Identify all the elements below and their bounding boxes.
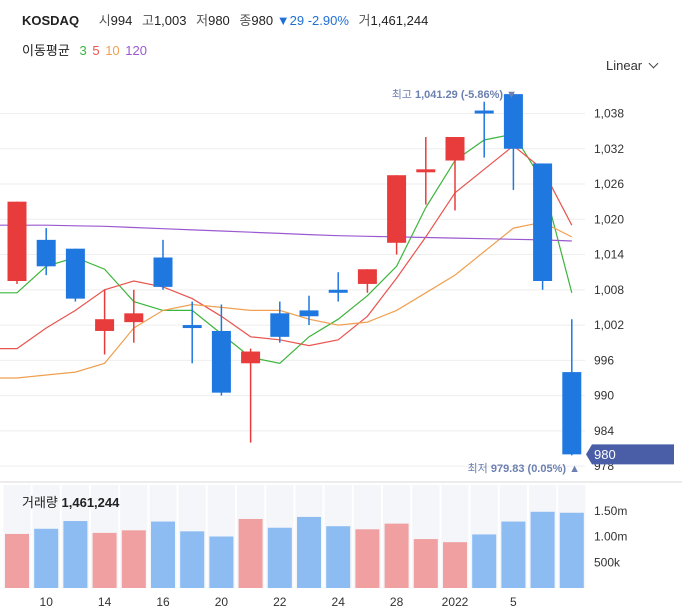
high-value: 1,003 (153, 13, 187, 28)
volume-bar (472, 534, 497, 588)
volume-tick-label: 500k (594, 555, 621, 569)
candle-body (211, 330, 231, 393)
candle-body (387, 175, 407, 243)
change-value: 29 (289, 13, 305, 28)
ma-legend-5: 5 (92, 43, 100, 58)
ma-legend-3: 3 (79, 43, 87, 58)
candle-body (299, 310, 319, 317)
price-tick-label: 1,038 (594, 107, 624, 121)
volume-panel-title: 거래량 1,461,244 (22, 495, 120, 510)
symbol-name: KOSDAQ (22, 13, 80, 28)
price-tick-label: 1,014 (594, 248, 624, 262)
candle-body (241, 351, 261, 364)
volume-tick-label: 1.00m (594, 530, 627, 544)
ma-legend-title: 이동평균 (22, 43, 70, 58)
change-percent: -2.90% (307, 13, 349, 28)
x-tick-label: 5 (510, 595, 517, 609)
price-tick-label: 984 (594, 424, 614, 438)
x-tick-label: 14 (98, 595, 112, 609)
last-price-label: 980 (594, 447, 616, 462)
x-tick-label: 10 (40, 595, 54, 609)
candle-body (328, 289, 348, 293)
open-value: 994 (110, 13, 133, 28)
volume-bar (34, 528, 59, 588)
ma-legend-120: 120 (125, 43, 147, 58)
x-tick-label: 2022 (442, 595, 469, 609)
volume-value: 1,461,244 (370, 13, 429, 28)
candle-body (533, 163, 553, 281)
volume-bar (5, 533, 29, 588)
x-tick-label: 24 (332, 595, 346, 609)
candle-body (124, 313, 144, 323)
candle-body (357, 269, 377, 284)
volume-bar (413, 539, 438, 588)
candle-body (182, 325, 202, 329)
x-tick-label: 20 (215, 595, 229, 609)
price-tick-label: 1,032 (594, 142, 624, 156)
volume-bar (238, 518, 263, 588)
price-tick-label: 996 (594, 353, 614, 367)
volume-label: 거 (358, 13, 371, 28)
candle-body (7, 201, 27, 281)
volume-bar (267, 527, 292, 588)
low-annotation: 최저 979.83 (0.05%) ▲ (468, 462, 580, 475)
volume-bar (151, 521, 175, 588)
candle-body (562, 372, 582, 455)
volume-bar (209, 536, 234, 588)
last-price-badge (586, 444, 674, 465)
volume-bar (63, 521, 88, 588)
volume-tick-label: 1.50m (594, 504, 627, 518)
price-tick-label: 990 (594, 389, 614, 403)
ma-line-3 (0, 133, 573, 364)
volume-bar (326, 526, 351, 588)
high-label: 고 (141, 13, 154, 28)
volume-bar (180, 531, 205, 588)
candle-body (95, 319, 115, 331)
price-tick-label: 1,008 (594, 283, 624, 297)
volume-bar (92, 532, 117, 588)
price-tick-label: 1,020 (594, 212, 624, 226)
candle-body (153, 257, 173, 287)
open-label: 시 (98, 13, 111, 28)
x-tick-label: 22 (273, 595, 287, 609)
low-label: 저 (196, 13, 209, 28)
x-tick-label: 16 (156, 595, 170, 609)
candle-body (445, 137, 465, 161)
ma-line-120 (0, 224, 572, 242)
volume-bar (501, 521, 526, 588)
high-annotation: 최고 1,041.29 (-5.86%) ▼ (392, 88, 517, 101)
volume-bar (559, 512, 584, 588)
moving-average-legend[interactable]: 이동평균 3 5 10 120 (22, 40, 149, 59)
quote-summary: KOSDAQ 시994 고1,003 저980 종980 ▼29 -2.90% … (22, 10, 428, 29)
volume-bar (355, 529, 380, 588)
price-tick-label: 1,026 (594, 177, 624, 191)
candle-body (36, 239, 56, 267)
candle-body (65, 248, 85, 299)
change-down-icon: ▼ (276, 13, 290, 28)
volume-bar (384, 523, 409, 588)
volume-bar (297, 516, 321, 588)
low-value: 980 (208, 13, 230, 28)
scale-label: Linear (606, 58, 643, 73)
candle-body (416, 169, 436, 173)
candle-body (474, 110, 494, 114)
volume-bar (121, 530, 146, 588)
ma-legend-10: 10 (105, 43, 120, 58)
price-tick-label: 1,002 (594, 318, 624, 332)
candle-body (503, 94, 523, 149)
x-tick-label: 28 (390, 595, 404, 609)
scale-dropdown[interactable]: Linear (606, 58, 659, 73)
volume-bar (530, 511, 555, 588)
close-value: 980 (251, 13, 274, 28)
volume-bar (443, 542, 467, 588)
ma-line-10 (0, 221, 573, 379)
close-label: 종 (239, 13, 252, 28)
candle-body (270, 313, 290, 337)
